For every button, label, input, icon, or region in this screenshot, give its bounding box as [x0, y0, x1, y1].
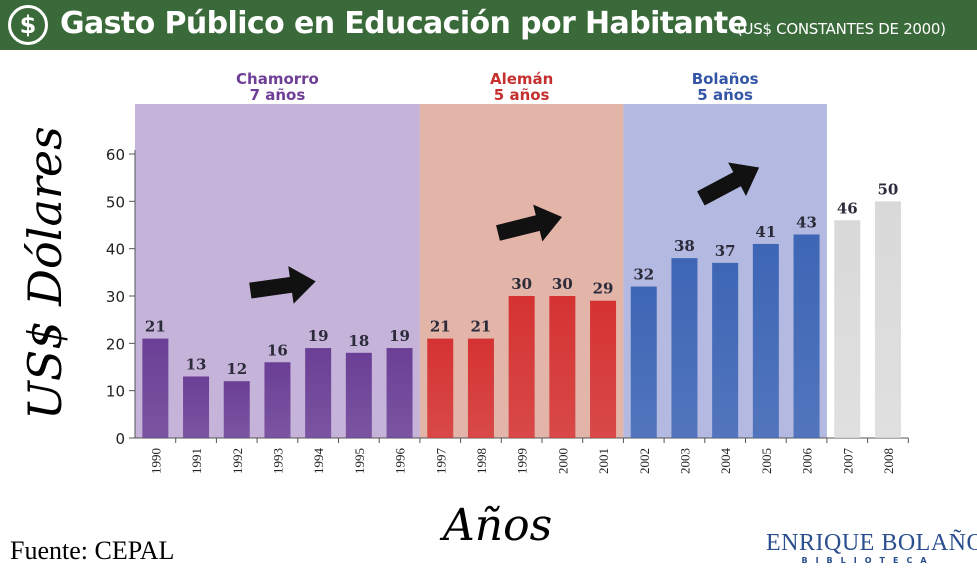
logo-name: ENRIQUE BOLAÑOS [766, 530, 977, 556]
period-name-label: Chamorro [236, 70, 319, 88]
y-tick-label: 20 [106, 335, 125, 353]
trend-arrow-icon [249, 266, 316, 304]
x-tick-label-2004: 2004 [718, 448, 733, 475]
title-bar: $ Gasto Público en Educación por Habitan… [0, 0, 977, 50]
x-tick-label-2007: 2007 [840, 448, 855, 475]
bar-1991 [183, 376, 210, 438]
chart-subtitle: (US$ CONSTANTES DE 2000) [737, 20, 946, 38]
data-label-2005: 41 [755, 223, 776, 241]
y-tick-label: 30 [106, 288, 125, 306]
data-label-1996: 19 [389, 327, 410, 345]
bar-2007 [834, 220, 861, 438]
x-tick-label-2008: 2008 [881, 448, 896, 474]
data-label-1997: 21 [430, 318, 451, 336]
bar-2001 [590, 300, 617, 438]
bar-2005 [752, 243, 779, 438]
x-tick-label-2006: 2006 [800, 448, 815, 475]
bar-1990 [142, 338, 169, 438]
bar-1999 [508, 296, 535, 438]
period-duration-label: 7 años [250, 86, 306, 104]
dollar-coin-icon: $ [8, 5, 48, 45]
data-label-2004: 37 [715, 242, 736, 260]
x-tick-label-2000: 2000 [555, 448, 570, 474]
period-duration-label: 5 años [697, 86, 753, 104]
y-tick-label: 0 [115, 430, 125, 448]
y-tick-label: 60 [106, 146, 125, 164]
chart-title: Gasto Público en Educación por Habitante [60, 6, 748, 41]
x-tick-label-1990: 1990 [148, 448, 163, 474]
x-tick-label-1995: 1995 [352, 448, 367, 474]
data-label-2000: 30 [552, 275, 573, 293]
trend-arrow-shape [496, 204, 563, 242]
data-label-2001: 29 [593, 280, 614, 298]
x-tick-label-1991: 1991 [189, 448, 204, 474]
data-label-1990: 21 [145, 318, 166, 336]
trend-arrow-shape [697, 162, 760, 206]
period-duration-label: 5 años [494, 86, 550, 104]
x-tick-label-1997: 1997 [433, 448, 448, 475]
source-note: Fuente: CEPAL [10, 536, 175, 565]
bar-1993 [264, 362, 291, 438]
bar-2002 [630, 286, 657, 438]
y-axis-title: US$ Dólares [18, 126, 72, 420]
logo-subtitle: BIBLIOTECA [801, 556, 935, 565]
bar-2004 [712, 262, 739, 438]
period-name-label: Alemán [490, 70, 553, 88]
bar-2006 [793, 234, 820, 438]
y-tick-label: 50 [106, 193, 125, 211]
data-label-1995: 18 [348, 332, 369, 350]
trend-arrow-shape [249, 266, 316, 304]
x-tick-label-1993: 1993 [270, 448, 285, 474]
bar-1997 [427, 338, 454, 438]
data-label-1999: 30 [511, 275, 532, 293]
bar-2008 [874, 201, 901, 438]
trend-arrow-icon [697, 162, 760, 206]
bar-1998 [467, 338, 494, 438]
x-tick-label-1998: 1998 [474, 448, 489, 474]
x-tick-label-1994: 1994 [311, 448, 326, 475]
x-axis-title: Años [443, 500, 553, 551]
bar-1994 [305, 348, 332, 438]
x-tick-label-2005: 2005 [759, 448, 774, 474]
x-tick-label-2001: 2001 [596, 448, 611, 474]
period-name-label: Bolaños [692, 70, 759, 88]
data-label-1993: 16 [267, 341, 288, 359]
y-tick-label: 40 [106, 241, 125, 259]
data-label-2008: 50 [878, 180, 899, 198]
x-tick-label-1992: 1992 [230, 448, 245, 474]
library-logo: ENRIQUE BOLAÑOS BIBLIOTECA [766, 530, 977, 566]
bar-1992 [223, 381, 250, 438]
x-tick-label-2002: 2002 [637, 448, 652, 474]
data-label-1994: 19 [308, 327, 329, 345]
bar-2003 [671, 258, 698, 438]
data-label-2003: 38 [674, 237, 695, 255]
bar-2000 [549, 296, 576, 438]
bar-1995 [345, 352, 372, 438]
data-label-1998: 21 [471, 318, 492, 336]
y-tick-label: 10 [106, 383, 125, 401]
data-label-2006: 43 [796, 213, 817, 231]
bar-1996 [386, 348, 413, 438]
trend-arrow-icon [496, 204, 563, 242]
x-tick-label-1999: 1999 [515, 448, 530, 474]
data-label-1992: 12 [226, 360, 247, 378]
data-label-1991: 13 [186, 355, 207, 373]
x-tick-label-1996: 1996 [393, 448, 408, 475]
x-tick-label-2003: 2003 [677, 448, 692, 474]
data-label-2002: 32 [633, 266, 654, 284]
data-label-2007: 46 [837, 199, 858, 217]
